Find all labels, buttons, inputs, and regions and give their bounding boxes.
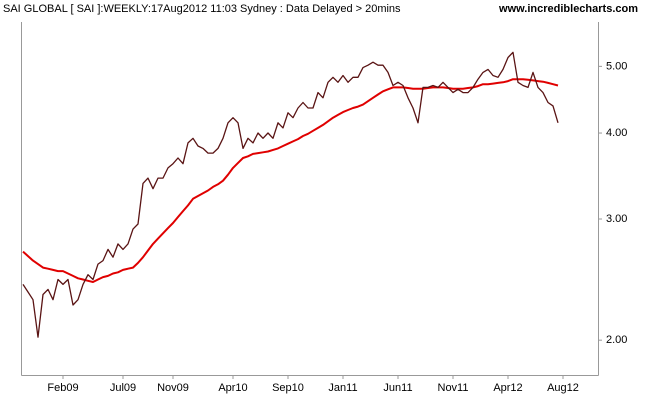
series-line [22,51,559,338]
x-tick-label: Jun11 [383,382,412,394]
x-tick-label: Nov11 [438,382,469,394]
x-tick-label: Apr12 [493,382,522,394]
x-tick-label: Sep10 [272,382,304,394]
x-tick-label: Jul09 [110,382,136,394]
x-tick-label: Apr10 [218,382,247,394]
chart-title: SAI GLOBAL [ SAI ]:WEEKLY:17Aug2012 11:0… [3,3,401,15]
y-tick-label: 2.00 [606,334,627,346]
x-tick-label: Jan11 [328,382,357,394]
plot-frame [21,22,599,376]
x-tick-label: Nov09 [157,382,189,394]
source: www.incrediblecharts.com [498,3,638,15]
x-tick-label: Feb09 [47,382,78,394]
y-tick-label: 5.00 [606,60,627,72]
x-tick-label: Aug12 [547,382,579,394]
series-line [22,78,559,283]
y-tick-label: 4.00 [606,127,627,139]
y-tick-label: 3.00 [606,213,627,225]
